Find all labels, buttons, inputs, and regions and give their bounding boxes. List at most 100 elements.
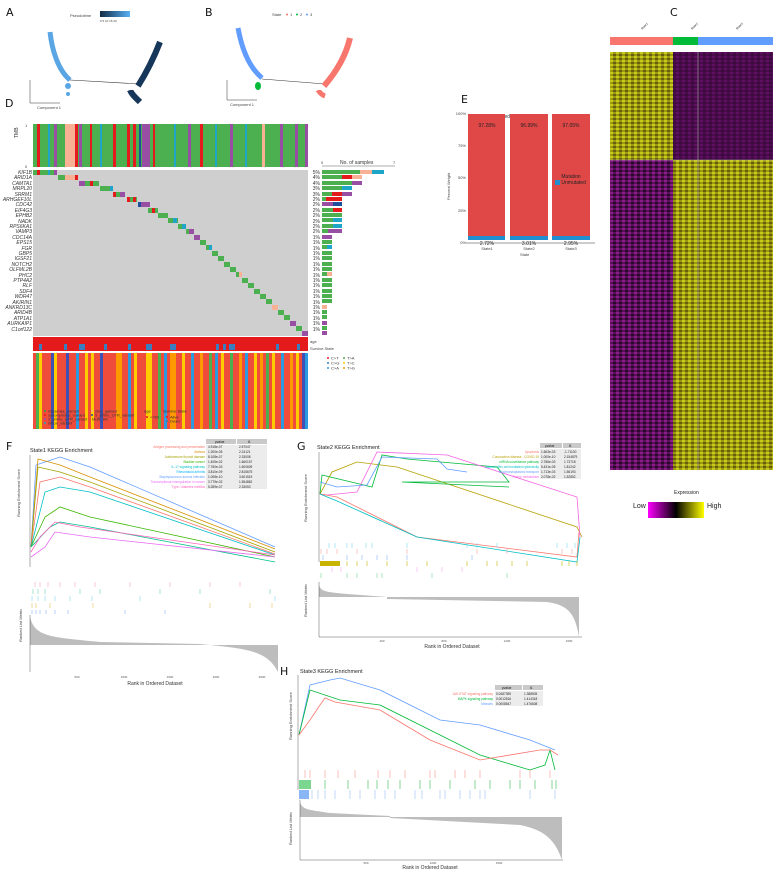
svg-text:synonymous_variant: synonymous_variant — [48, 413, 86, 418]
svg-text:EIF4G3: EIF4G3 — [15, 208, 32, 214]
panel-label: G — [297, 440, 306, 453]
svg-text:3_prime_UTR_variant: 3_prime_UTR_variant — [48, 417, 88, 422]
ranked-metric-area — [319, 585, 579, 637]
svg-text:SRRM1: SRRM1 — [14, 192, 32, 198]
svg-text:100%: 100% — [456, 111, 467, 116]
svg-text:1%: 1% — [313, 262, 321, 268]
expression-legend: Expression Low High — [630, 490, 750, 520]
panel-e: E Chi-Squared Test, P < 0.001 Percent We… — [400, 90, 600, 260]
svg-text:Ranked List Metric: Ranked List Metric — [288, 812, 293, 845]
pseudotime-colorbar — [100, 11, 130, 17]
svg-text:pvalue: pvalue — [502, 686, 512, 690]
svg-text:50%: 50% — [458, 175, 466, 180]
svg-text:RPS6KA1: RPS6KA1 — [9, 224, 32, 230]
trajectory-plot-state: State 1 2 3 — [226, 12, 353, 90]
svg-text:-1.71100: -1.71100 — [564, 450, 577, 454]
svg-text:1%: 1% — [313, 310, 321, 316]
legend-title: Pseudotime — [70, 13, 92, 18]
svg-text:State1: State1 — [481, 246, 493, 251]
svg-text:Ranked List Metric: Ranked List Metric — [18, 609, 23, 642]
svg-text:IL-17 signaling pathway: IL-17 signaling pathway — [172, 465, 206, 469]
pathway-table: pvalue t1 JAK-STAT signaling pathway 0.048… — [452, 685, 543, 706]
svg-text:4%: 4% — [313, 181, 321, 187]
svg-text:2.24121: 2.24121 — [239, 450, 251, 454]
svg-text:2.815675: 2.815675 — [239, 470, 253, 474]
gene-labels: KIF1BARID1ACAMTA1MRPL20SRRM1ARHGEF10LCDC… — [2, 170, 33, 333]
svg-text:1: 1 — [25, 123, 28, 128]
svg-text:1.476608: 1.476608 — [524, 702, 538, 706]
panel-c: C State1 State2 State3 . — [610, 0, 779, 540]
svg-text:SDF4: SDF4 — [19, 289, 32, 295]
ranked-metric-area — [300, 802, 562, 860]
svg-text:stop_gained: stop_gained — [95, 409, 117, 414]
bar-state1-mutation — [468, 114, 505, 236]
svg-text:1.000e-10: 1.000e-10 — [541, 455, 556, 459]
svg-text:7.760e-03: 7.760e-03 — [208, 465, 223, 469]
bar-state2-unmutated — [510, 236, 548, 240]
bar-state2-mutation — [510, 114, 548, 236]
svg-text:1.600609: 1.600609 — [239, 465, 253, 469]
svg-text:1600: 1600 — [566, 639, 573, 643]
svg-text:Asthma: Asthma — [194, 450, 205, 454]
svg-text:CDC42: CDC42 — [16, 202, 33, 208]
svg-text:State2: State2 — [523, 246, 535, 251]
svg-text:3: 3 — [310, 12, 313, 17]
svg-text:age: age — [144, 409, 151, 414]
chart-legend: Mutation Unmutated — [555, 174, 586, 186]
svg-text:2.95%: 2.95% — [564, 241, 579, 247]
svg-text:Nucleocytoplasmic transport: Nucleocytoplasmic transport — [499, 470, 539, 474]
pathway-table: pvalue t1 Antigen processing and presenta… — [151, 439, 267, 489]
svg-text:IGSF21: IGSF21 — [15, 256, 32, 262]
svg-text:4.918e-07: 4.918e-07 — [208, 445, 223, 449]
svg-text:C>A: C>A — [331, 366, 339, 371]
svg-text:1%: 1% — [313, 316, 321, 322]
clinical-annotation — [33, 337, 308, 351]
svg-text:1%: 1% — [313, 305, 321, 311]
svg-text:Running Enrichment Score: Running Enrichment Score — [288, 691, 293, 740]
svg-text:25%: 25% — [458, 208, 466, 213]
x-axis-label: Rank in Ordered Dataset — [127, 681, 183, 687]
svg-text:Apoptosis: Apoptosis — [525, 450, 539, 454]
panel-d: D TMB 1 0 — [0, 90, 400, 440]
svg-text:1%: 1% — [313, 240, 321, 246]
svg-text:CDC14A: CDC14A — [12, 235, 32, 241]
svg-text:Autoimmune thyroid disease: Autoimmune thyroid disease — [165, 455, 205, 459]
svg-text:Natural killer cell mediated c: Natural killer cell mediated cytotoxicit… — [485, 465, 539, 469]
x-axis-label: Component 1 — [230, 102, 255, 107]
svg-text:2%: 2% — [313, 219, 321, 225]
svg-text:0.0487359: 0.0487359 — [496, 692, 511, 696]
svg-text:75%: 75% — [458, 143, 466, 148]
svg-text:0: 0 — [25, 164, 28, 169]
svg-text:ARID4B: ARID4B — [13, 310, 33, 316]
chart-title: State3 KEGG Enrichment — [300, 669, 363, 675]
svg-text:Rheumatoid arthritis: Rheumatoid arthritis — [176, 470, 205, 474]
svg-text:1: 1 — [290, 12, 293, 17]
svg-text:1500: 1500 — [496, 861, 503, 865]
svg-text:EPS15: EPS15 — [16, 240, 32, 246]
svg-text:1.008e-10: 1.008e-10 — [208, 475, 223, 479]
panel-label: F — [6, 440, 13, 453]
legend-swatch-unmutated — [555, 180, 560, 186]
svg-text:Measles: Measles — [481, 702, 493, 706]
svg-text:800: 800 — [441, 639, 446, 643]
svg-text:2: 2 — [300, 12, 303, 17]
svg-text:C1orf122: C1orf122 — [11, 327, 32, 333]
svg-text:AKIRIN1: AKIRIN1 — [12, 300, 33, 306]
panel-label: B — [205, 6, 213, 19]
svg-text:1.81242: 1.81242 — [564, 465, 576, 469]
gene-frequency-bars — [322, 170, 384, 335]
svg-text:CAMTA1: CAMTA1 — [12, 181, 32, 187]
tmb-label: TMB — [14, 127, 20, 138]
svg-text:0.0012516: 0.0012516 — [496, 697, 511, 701]
svg-text:1%: 1% — [313, 256, 321, 262]
gsea-plot-state3: State3 KEGG Enrichment Running Enrichmen… — [288, 669, 563, 871]
svg-text:OLFML2B: OLFML2B — [9, 267, 32, 273]
svg-text:1.388505: 1.388505 — [524, 692, 538, 696]
panel-h: H State3 KEGG Enrichment Running Enrichm… — [280, 660, 590, 871]
svg-text:t1: t1 — [530, 686, 533, 690]
svg-text:3.01%: 3.01% — [522, 241, 537, 247]
svg-text:3%: 3% — [313, 186, 321, 192]
svg-text:3.810e-09: 3.810e-09 — [208, 470, 223, 474]
svg-text:1.52852: 1.52852 — [564, 475, 576, 479]
svg-text:Multi_Hit: Multi_Hit — [92, 417, 108, 422]
